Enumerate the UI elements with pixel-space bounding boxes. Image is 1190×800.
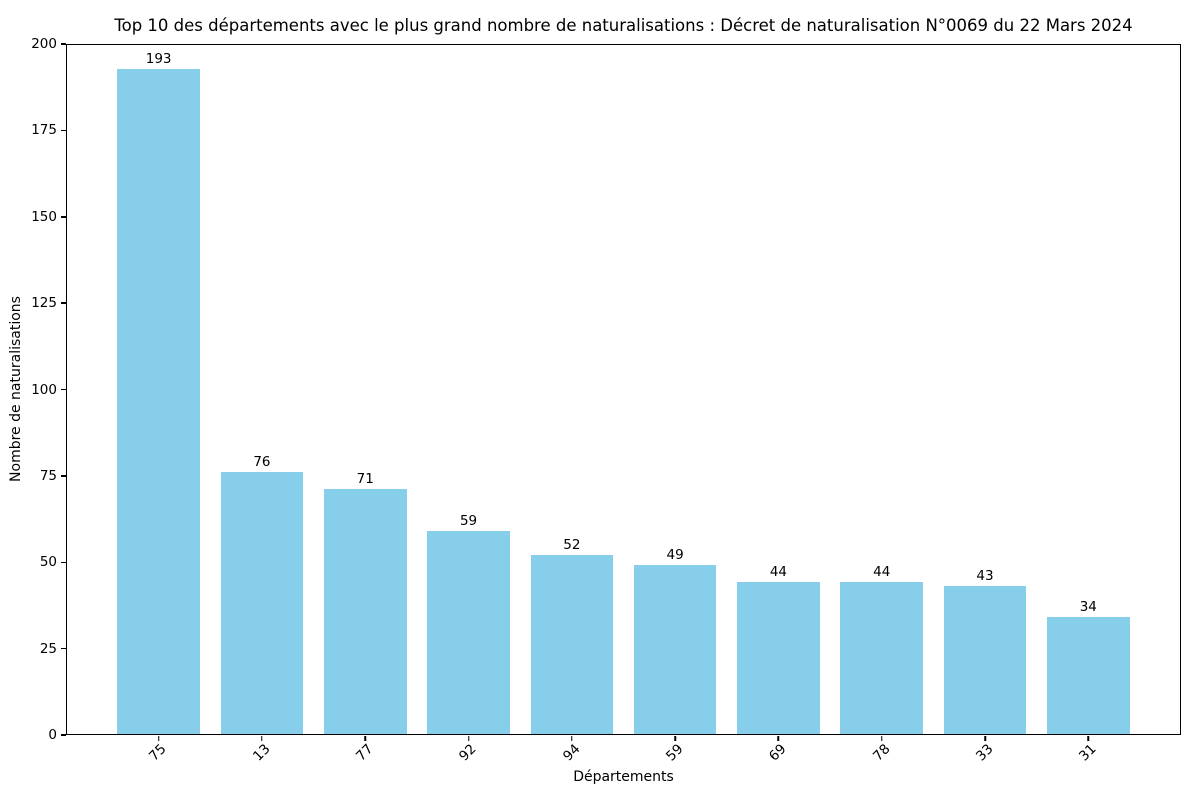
- y-tick-label: 150: [31, 208, 57, 225]
- bar-slot-59: 49 59: [623, 45, 726, 764]
- plot-area: 193 75 76 13 71 77 59 92 52 94 49 59 44 69 44 78 43 33 34 3…: [66, 44, 1181, 764]
- bars-container: 193 75 76 13 71 77 59 92 52 94 49 59 44 69 44 78 43 33 34 3…: [67, 45, 1180, 764]
- x-axis-label: Départements: [573, 769, 674, 785]
- bar-slot-75: 193 75: [107, 45, 210, 764]
- y-axis-ticks: 0 25 50 75 100 125 150 175 200: [0, 36, 66, 743]
- x-tick-mark: [571, 736, 573, 741]
- y-tick-label: 50: [39, 554, 57, 571]
- x-tick-label: 75: [146, 741, 170, 765]
- y-tick-label: 200: [31, 36, 57, 52]
- y-tick: 200: [31, 36, 66, 52]
- bar-value-label: 44: [769, 564, 788, 581]
- x-tick-label: 31: [1076, 741, 1100, 765]
- y-tick-mark: [61, 734, 66, 736]
- bar-77: 71: [323, 471, 407, 734]
- y-tick-label: 75: [39, 467, 57, 484]
- bar-slot-31: 34 31: [1037, 45, 1140, 764]
- y-tick-label: 100: [31, 381, 57, 398]
- y-tick-mark: [61, 561, 66, 563]
- bar-slot-78: 44 78: [830, 45, 933, 764]
- bar-slot-69: 44 69: [727, 45, 830, 764]
- bar-value-label: 34: [1079, 598, 1097, 615]
- y-tick: 100: [31, 382, 66, 398]
- bar-33: 43: [943, 568, 1027, 734]
- bar-slot-92: 59 92: [417, 45, 520, 764]
- x-tick-mark: [777, 736, 780, 741]
- x-tick-label: 92: [456, 741, 480, 765]
- bar-value-label: 76: [253, 454, 271, 471]
- y-tick-label: 125: [31, 295, 57, 312]
- y-tick-mark: [61, 216, 66, 218]
- y-tick: 150: [31, 209, 66, 225]
- bar-31: 34: [1047, 599, 1130, 734]
- bar-slot-77: 71 77: [314, 45, 417, 764]
- bar-75: 193: [117, 51, 200, 734]
- y-tick: 25: [40, 641, 66, 657]
- y-tick: 125: [31, 295, 66, 311]
- x-tick-label: 78: [869, 741, 894, 765]
- y-tick: 175: [31, 122, 66, 138]
- x-tick-mark: [880, 736, 883, 741]
- x-tick-mark: [674, 736, 676, 741]
- y-tick: 0: [48, 727, 66, 743]
- bar-value-label: 193: [145, 51, 172, 68]
- bar-value-label: 44: [873, 564, 891, 581]
- bar-slot-33: 43 33: [933, 45, 1036, 764]
- y-tick-mark: [61, 388, 66, 391]
- bar-value-label: 52: [563, 536, 581, 553]
- x-tick-label: 59: [662, 741, 687, 765]
- bar-value-label: 49: [666, 547, 684, 564]
- y-tick-label: 0: [48, 727, 57, 743]
- x-tick-mark: [467, 736, 470, 741]
- bar-59: 49: [633, 547, 717, 734]
- y-tick-mark: [61, 475, 66, 477]
- y-tick-mark: [61, 129, 66, 132]
- y-tick-mark: [61, 43, 66, 45]
- x-tick-label: 77: [353, 741, 377, 765]
- x-tick-mark: [364, 736, 366, 741]
- bar-69: 44: [737, 564, 820, 734]
- y-tick: 50: [40, 554, 66, 570]
- x-tick-mark: [1087, 736, 1090, 741]
- y-tick-mark: [61, 302, 66, 304]
- bar-value-label: 59: [459, 512, 478, 529]
- chart-title: Top 10 des départements avec le plus gra…: [114, 16, 1133, 35]
- bar-value-label: 71: [356, 471, 374, 488]
- bar-slot-94: 52 94: [520, 45, 623, 764]
- x-tick-label: 69: [766, 741, 790, 765]
- bar-94: 52: [530, 537, 614, 734]
- y-tick-label: 25: [39, 640, 57, 657]
- bar-78: 44: [840, 564, 924, 734]
- bar-13: 76: [220, 454, 304, 734]
- x-tick-mark: [157, 736, 160, 741]
- bar-value-label: 43: [976, 567, 994, 584]
- x-tick-mark: [984, 736, 986, 741]
- x-tick-label: 94: [559, 741, 584, 765]
- y-tick-label: 175: [31, 122, 57, 139]
- x-tick-label: 13: [249, 741, 274, 765]
- y-tick: 75: [40, 468, 66, 484]
- x-tick-label: 33: [972, 741, 997, 765]
- bar-92: 59: [427, 513, 510, 734]
- y-tick-mark: [61, 647, 66, 650]
- bar-slot-13: 76 13: [210, 45, 313, 764]
- x-tick-mark: [261, 736, 263, 741]
